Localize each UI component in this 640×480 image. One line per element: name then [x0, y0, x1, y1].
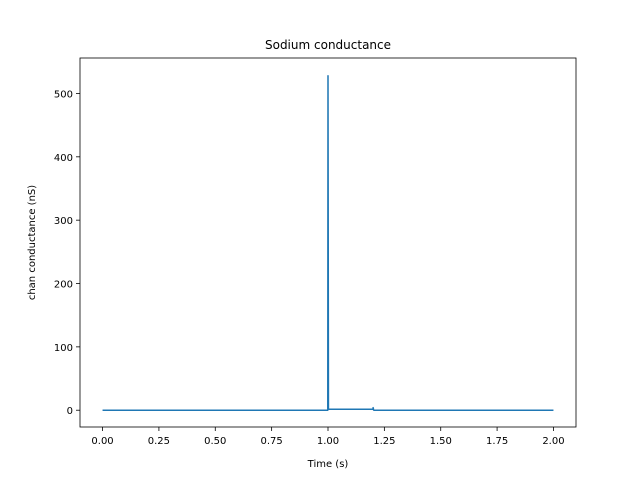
x-tick-label: 0.25: [148, 436, 170, 447]
chart-title: Sodium conductance: [265, 38, 391, 52]
x-axis-label: Time (s): [307, 459, 349, 470]
x-tick-label: 0.50: [204, 436, 226, 447]
y-tick-label: 0: [67, 406, 73, 417]
x-tick-label: 1.00: [317, 436, 339, 447]
y-axis: 0 100 200 300 400 500: [54, 89, 80, 417]
x-tick-label: 0.75: [261, 436, 283, 447]
series-layer: [102, 74, 554, 411]
y-tick-label: 400: [54, 153, 73, 164]
x-axis: 0.00 0.25 0.50 0.75 1.00 1.25 1.50 1.75 2.00: [91, 427, 565, 447]
x-tick-label: 0.00: [91, 436, 113, 447]
x-tick-label: 2.00: [542, 436, 564, 447]
series-line: [102, 74, 554, 411]
x-tick-label: 1.75: [486, 436, 508, 447]
y-tick-label: 200: [54, 280, 73, 291]
y-tick-label: 500: [54, 89, 73, 100]
y-tick-label: 100: [54, 343, 73, 354]
y-axis-label: chan conductance (nS): [27, 185, 38, 300]
y-tick-label: 300: [54, 216, 73, 227]
x-tick-label: 1.50: [430, 436, 452, 447]
x-tick-label: 1.25: [373, 436, 395, 447]
